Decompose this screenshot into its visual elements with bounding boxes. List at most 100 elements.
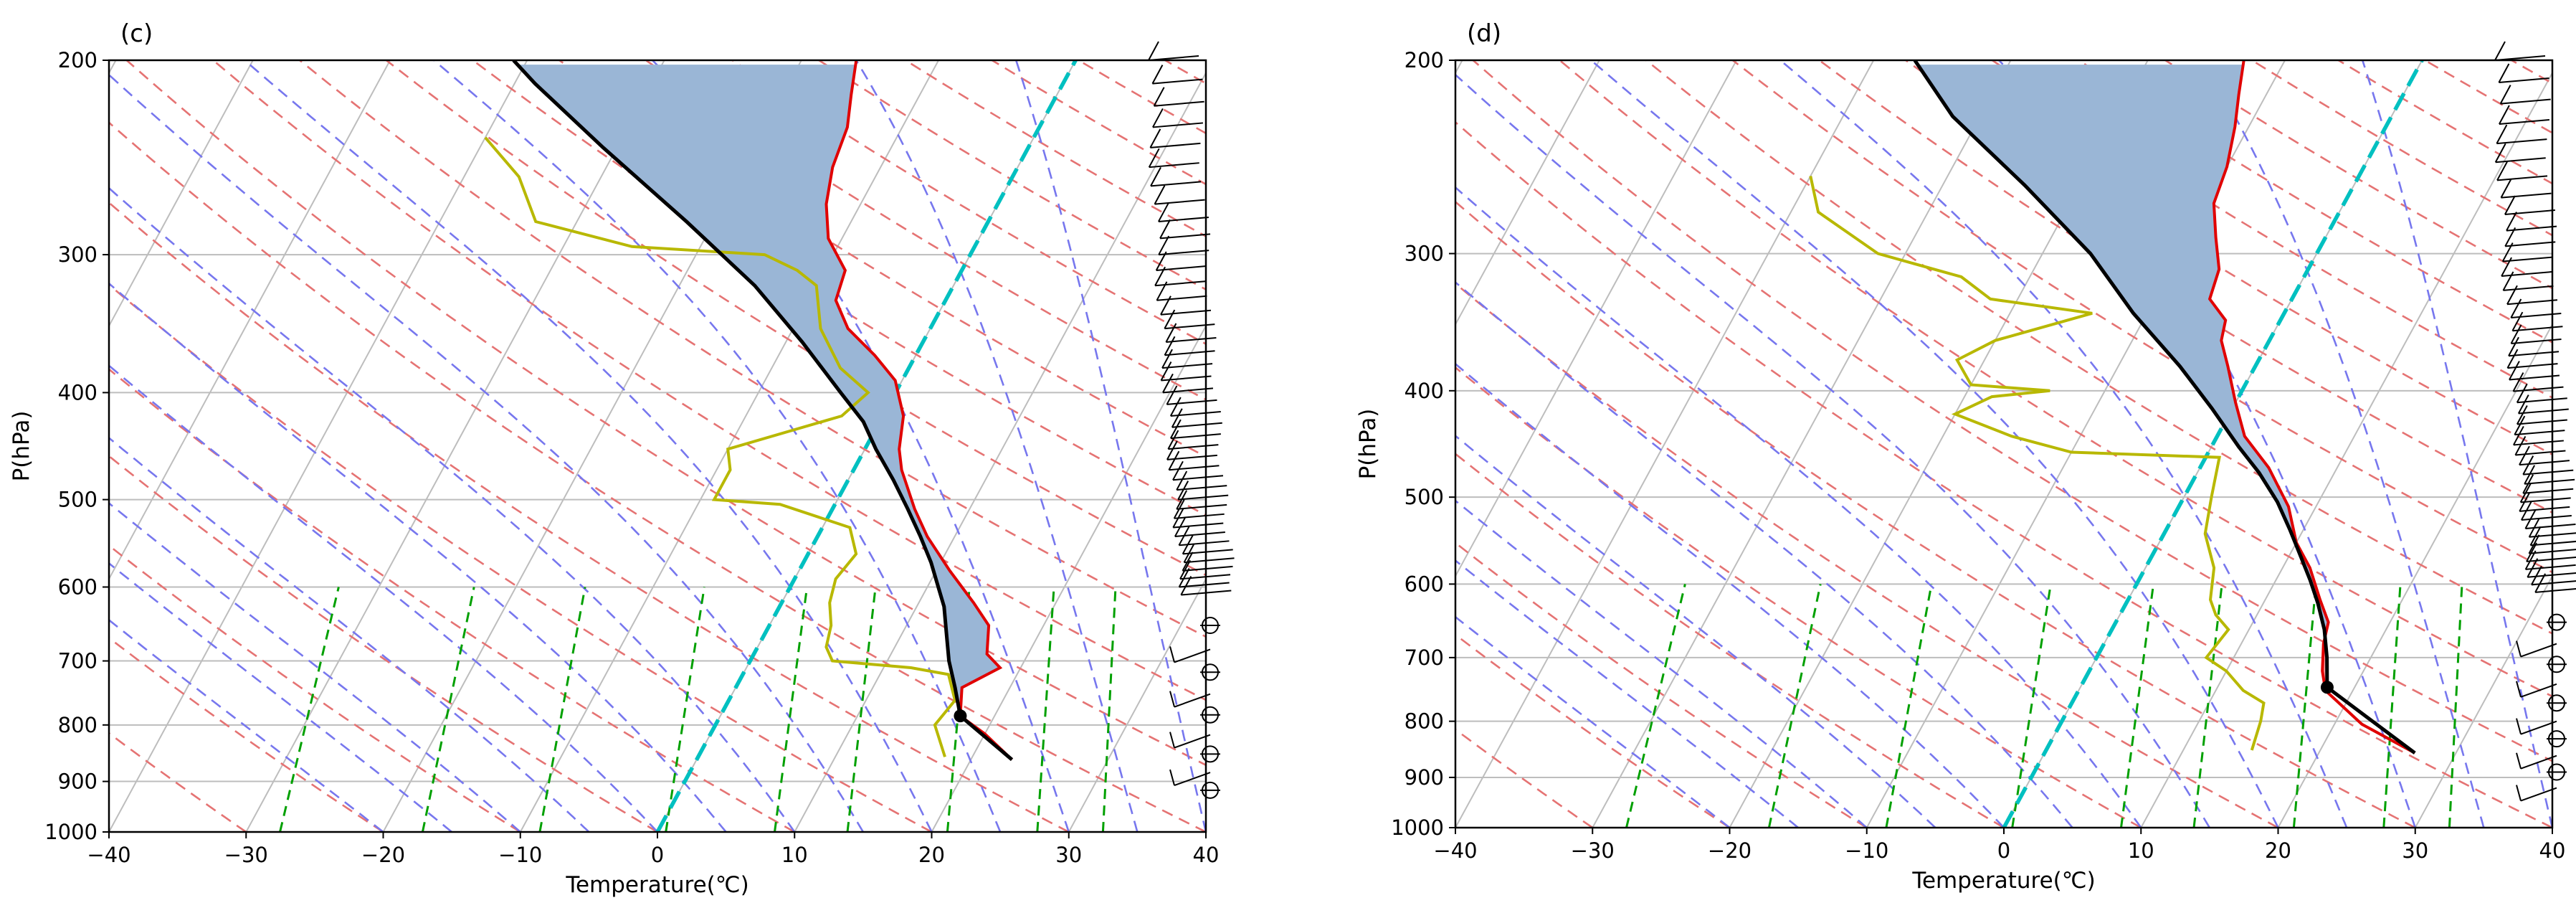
lcl-point [954,709,967,723]
dry-adiabat-line [1731,60,2552,574]
cin-area [803,344,870,351]
cin-area [1929,82,2241,93]
wind-barb [1174,693,1211,708]
x-tick-label: 30 [2402,838,2428,863]
wind-barb [1174,734,1211,749]
dry-adiabat-line [109,544,521,832]
wind-barb [1152,122,1203,128]
wind-barb [2531,580,2576,586]
x-tick-label: 0 [651,843,664,867]
wind-barb [2501,192,2552,199]
cin-area [1962,126,2235,136]
dry-adiabat-line [1455,453,2005,828]
cin-area [946,636,989,640]
wind-barb [2507,363,2558,369]
cin-area [871,440,901,445]
cin-area [949,661,999,666]
wind-barb [2523,488,2574,494]
isotherm-line [2414,574,2552,828]
cin-area [944,610,982,614]
cin-area [2054,217,2216,224]
y-tick-label: 1000 [1391,815,1444,840]
wind-barb [2496,138,2547,145]
moist-adiabat-line [2361,60,2552,828]
cin-area [869,435,902,441]
cin-area [2139,321,2226,328]
cin-area [863,422,903,428]
wind-barb [1152,78,1203,85]
wind-barb [1158,216,1209,222]
cin-area [776,311,844,318]
isotherm-line [109,60,528,832]
wind-barb [1177,485,1227,491]
wind-barb [2525,524,2576,530]
cin-area [2073,237,2218,245]
dry-adiabat-line [1425,60,2576,832]
mixing-ratio-line [665,587,705,832]
dry-adiabat-line [1455,728,1594,828]
wind-barb [2519,506,2570,512]
wind-barb [1155,280,1206,287]
cin-area [1988,151,2231,160]
wind-barb [1161,375,1212,382]
dry-adiabat-line [109,283,933,832]
x-tick-label: −40 [1433,838,1477,863]
y-tick-label: 600 [58,574,98,599]
wind-barb [1174,648,1211,663]
cin-area [2188,378,2233,384]
moist-adiabat-line [109,501,521,832]
wind-barb [2501,271,2552,278]
cin-area [946,639,989,643]
moist-adiabat-line [109,364,658,832]
isotherm-line [1455,60,1875,828]
cin-area [860,417,904,424]
cin-area [2195,387,2234,394]
mixing-ratio-line [1101,587,1117,832]
cin-area [807,349,876,356]
cin-area [1971,134,2234,144]
isotherm-line [109,60,254,328]
dry-adiabat-line [1472,60,2552,762]
wind-barb [2495,157,2546,164]
cin-area [673,210,828,219]
cin-area [948,656,994,661]
cin-area [947,651,988,655]
cin-area [1924,74,2243,84]
wind-barb [2523,469,2574,476]
mixing-ratio-line [2292,584,2317,828]
wind-barb [1166,336,1217,343]
cin-area [2114,287,2214,294]
temperature-profile-line [2207,60,2416,754]
wind-barb [1173,522,1224,529]
wind-barb [2520,683,2557,698]
cin-area [553,101,851,111]
isotherm-line [907,60,1325,828]
wind-barb [1182,549,1233,555]
wind-barb [2520,643,2557,658]
dry-adiabat-line [109,201,1070,832]
wind-barb [2502,256,2553,262]
cin-area [2144,326,2225,333]
wind-barb [2506,225,2557,232]
dewpoint-profile-line [1809,176,2266,751]
wind-barb [2511,338,2562,344]
cin-area [873,444,900,450]
isotherm-line [519,60,939,832]
cin-area [571,118,849,128]
moist-adiabat-line [1455,559,1799,828]
wind-barb [2524,478,2575,485]
cin-area [2172,358,2228,364]
cin-area [849,404,903,410]
cin-area [815,359,884,366]
cin-area [766,300,840,307]
wind-barb [1170,433,1221,440]
dry-adiabat-line [125,60,1206,767]
wind-barb [1166,399,1217,405]
wind-barb [2506,299,2558,306]
moist-adiabat-line [1455,73,2211,828]
cin-area [852,408,903,415]
x-tick-label: −40 [87,843,130,867]
wind-barb [2508,351,2560,357]
cin-area [543,92,852,103]
cin-area [944,607,980,611]
